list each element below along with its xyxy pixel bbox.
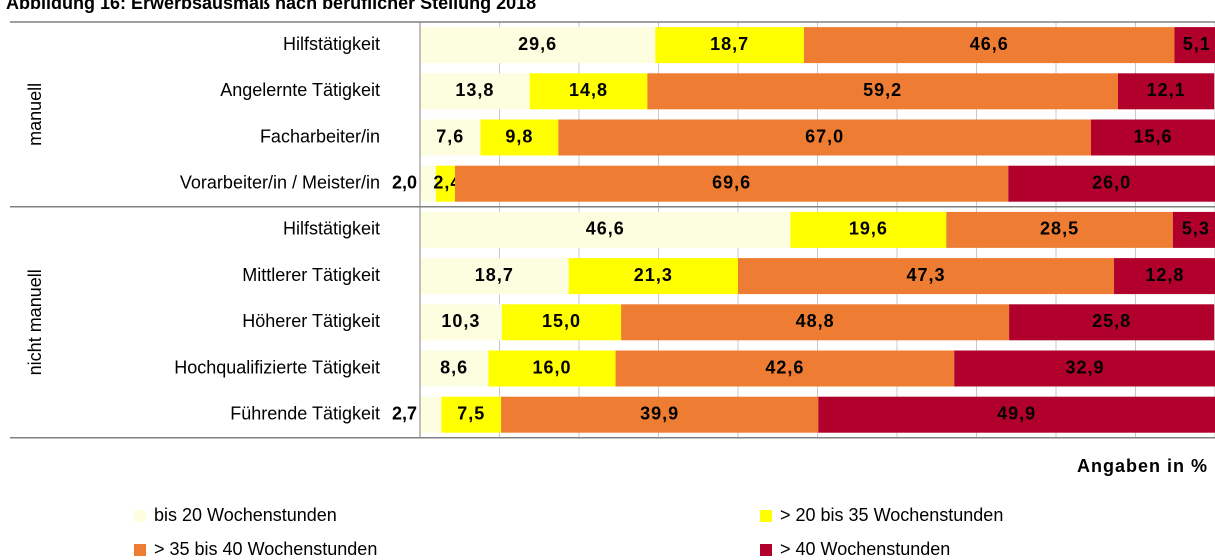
value-label: 69,6 [712, 172, 751, 192]
value-label: 29,6 [518, 34, 557, 54]
value-label: 39,9 [640, 403, 679, 423]
category-label: Facharbeiter/in [260, 126, 380, 146]
category-label: Hilfstätigkeit [283, 219, 380, 239]
bar-segment [454, 165, 1009, 202]
value-label: 5,3 [1182, 219, 1210, 239]
value-label: 42,6 [765, 357, 804, 377]
value-label: 12,1 [1147, 80, 1186, 100]
bar-segment [420, 119, 481, 156]
value-label: 59,2 [863, 80, 902, 100]
bar-segment [420, 211, 791, 248]
bar-segment [1009, 304, 1215, 341]
value-label: 67,0 [805, 126, 844, 146]
bar-segment [558, 119, 1091, 156]
value-label: 5,1 [1183, 34, 1211, 54]
bar-segment [568, 258, 738, 295]
value-label: 2,0 [392, 172, 417, 192]
value-label: 16,0 [532, 357, 571, 377]
legend-label: > 35 bis 40 Wochenstunden [154, 539, 377, 559]
bar-segment [1172, 211, 1215, 248]
bar-segment [1174, 27, 1215, 64]
bar-segment [420, 396, 442, 433]
value-label: 26,0 [1092, 172, 1131, 192]
bar-segment [501, 304, 622, 341]
category-label: Führende Tätigkeit [230, 403, 380, 423]
value-label: 46,6 [970, 34, 1009, 54]
bar-segment [420, 165, 436, 202]
category-label: Hilfstätigkeit [283, 34, 380, 54]
legend-label: > 40 Wochenstunden [780, 539, 950, 559]
value-label: 46,6 [586, 219, 625, 239]
value-label: 14,8 [569, 80, 608, 100]
value-label: 48,8 [796, 311, 835, 331]
bar-segment [488, 350, 616, 387]
bar-segment [420, 350, 489, 387]
bar-segment [420, 73, 530, 110]
category-label: Mittlerer Tätigkeit [242, 265, 380, 285]
category-label: Hochqualifizierte Tätigkeit [174, 357, 380, 377]
legend-label: bis 20 Wochenstunden [154, 505, 337, 525]
bar-segment [615, 350, 955, 387]
legend-swatch [134, 544, 146, 556]
legend-swatch [134, 510, 146, 522]
legend-swatch [760, 544, 772, 556]
bar-segment [420, 27, 656, 64]
value-label: 19,6 [849, 219, 888, 239]
bar-segment [1114, 258, 1215, 295]
value-label: 15,6 [1133, 126, 1172, 146]
bar-segment [655, 27, 804, 64]
value-label: 28,5 [1040, 219, 1079, 239]
bar-segment [501, 396, 819, 433]
value-label: 25,8 [1092, 311, 1131, 331]
value-label: 12,8 [1145, 265, 1184, 285]
value-label: 18,7 [475, 265, 514, 285]
bar-segment [1008, 165, 1215, 202]
group-label: manuell [25, 83, 45, 146]
legend-label: > 20 bis 35 Wochenstunden [780, 505, 1003, 525]
bar-segment [954, 350, 1215, 387]
value-label: 13,8 [455, 80, 494, 100]
value-label: 2,7 [392, 403, 417, 423]
bar-segment [738, 258, 1115, 295]
category-label: Höherer Tätigkeit [242, 311, 380, 331]
group-label: nicht manuell [25, 269, 45, 375]
value-label: 18,7 [710, 34, 749, 54]
bar-segment [1090, 119, 1215, 156]
value-label: 32,9 [1065, 357, 1104, 377]
value-label: 9,8 [505, 126, 533, 146]
unit-note: Angaben in % [1077, 456, 1208, 476]
bar-segment [1118, 73, 1215, 110]
category-label: Vorarbeiter/in / Meister/in [180, 172, 380, 192]
bar-segment [435, 165, 455, 202]
value-label: 15,0 [542, 311, 581, 331]
chart-title: Abbildung 16: Erwerbsausmaß nach berufli… [6, 0, 536, 13]
bar-segment [946, 211, 1173, 248]
bar-segment [621, 304, 1010, 341]
value-label: 2,4 [433, 172, 461, 192]
value-label: 7,5 [457, 403, 485, 423]
value-label: 8,6 [440, 357, 468, 377]
bar-segment [790, 211, 947, 248]
value-label: 47,3 [906, 265, 945, 285]
legend-swatch [760, 510, 772, 522]
bar-segment [647, 73, 1119, 110]
bar-segment [803, 27, 1175, 64]
bar-segment [420, 304, 502, 341]
bar-segment [529, 73, 648, 110]
bar-segment [420, 258, 569, 295]
category-label: Angelernte Tätigkeit [220, 80, 380, 100]
bar-segment [480, 119, 559, 156]
value-label: 10,3 [441, 311, 480, 331]
bar-segment [441, 396, 502, 433]
value-label: 7,6 [436, 126, 464, 146]
value-label: 49,9 [997, 403, 1036, 423]
bar-segment [818, 396, 1215, 433]
value-label: 21,3 [634, 265, 673, 285]
